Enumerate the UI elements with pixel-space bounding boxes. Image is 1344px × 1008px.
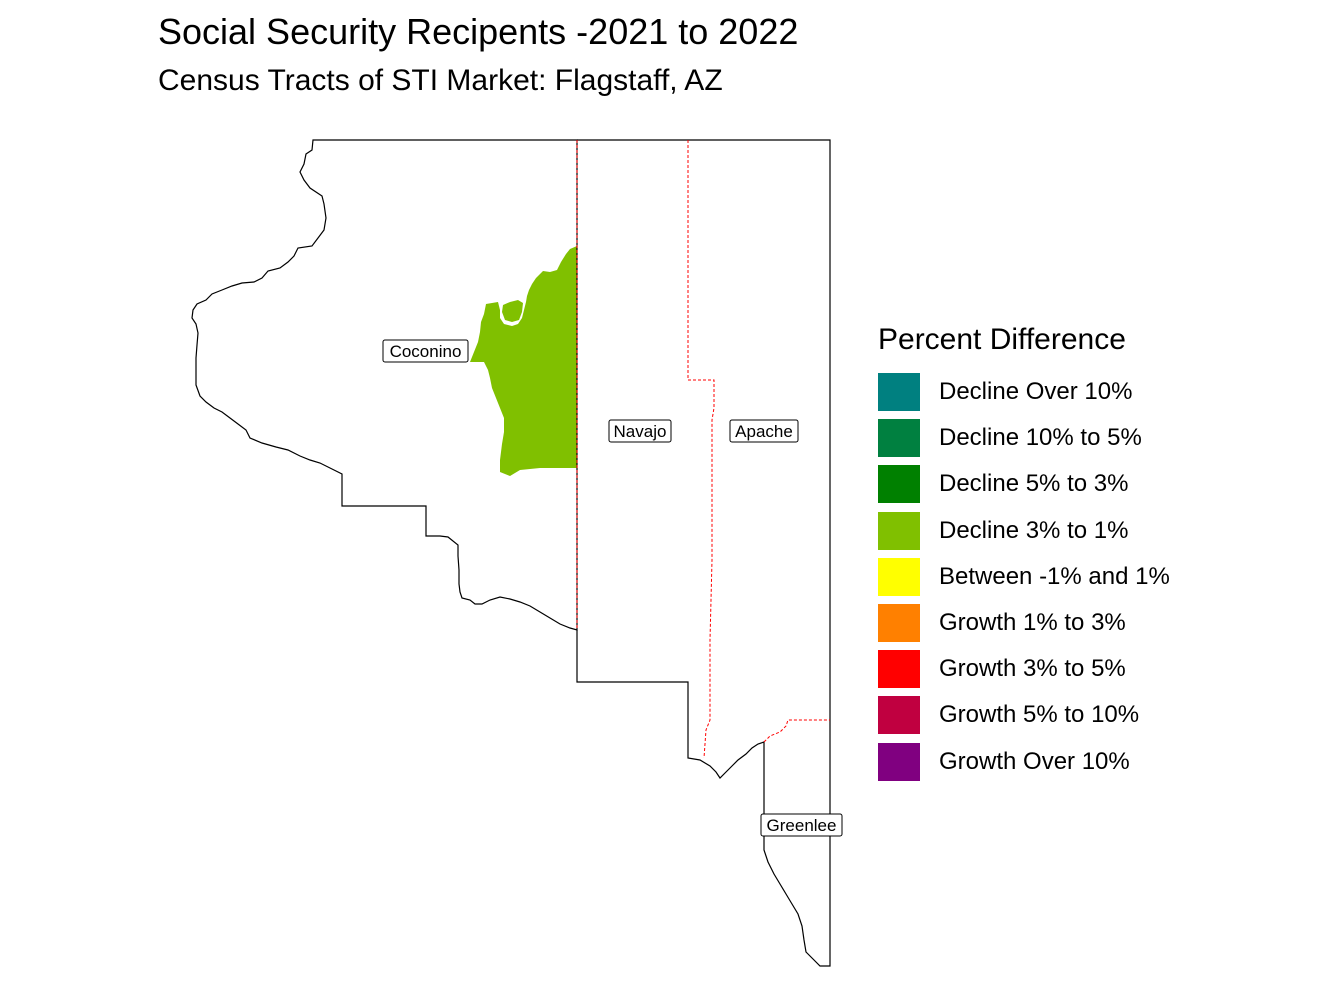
legend-item: Decline 3% to 1% bbox=[878, 508, 1170, 554]
market-boundary-navajo-apache bbox=[687, 140, 715, 759]
county-label-navajo: Navajo bbox=[608, 419, 672, 443]
legend-items: Decline Over 10% Decline 10% to 5% Decli… bbox=[878, 369, 1170, 785]
legend-swatch bbox=[878, 602, 920, 645]
legend-label: Decline 10% to 5% bbox=[939, 424, 1142, 452]
legend-label: Decline 3% to 1% bbox=[939, 516, 1129, 544]
legend-item: Decline 10% to 5% bbox=[878, 415, 1170, 461]
legend-label: Growth 1% to 3% bbox=[939, 609, 1126, 637]
legend-label: Growth 5% to 10% bbox=[939, 701, 1140, 729]
legend-swatch bbox=[878, 371, 920, 414]
legend-swatch bbox=[878, 694, 920, 737]
legend-swatch bbox=[878, 555, 920, 598]
legend-item: Growth 1% to 3% bbox=[878, 600, 1170, 646]
legend: Percent Difference Decline Over 10% Decl… bbox=[878, 320, 1170, 785]
county-label-greenlee: Greenlee bbox=[760, 813, 843, 837]
county-boundary-navajo bbox=[576, 630, 765, 830]
highlighted-tract bbox=[470, 246, 577, 476]
county-boundary-apache bbox=[577, 139, 831, 967]
county-label-navajo-text: Navajo bbox=[614, 422, 667, 441]
legend-item: Growth 3% to 5% bbox=[878, 646, 1170, 692]
legend-item: Growth Over 10% bbox=[878, 739, 1170, 785]
county-boundary-coconino bbox=[191, 139, 578, 631]
county-label-coconino: Coconino bbox=[382, 339, 469, 363]
legend-item: Between -1% and 1% bbox=[878, 554, 1170, 600]
legend-swatch bbox=[878, 740, 920, 783]
county-label-apache: Apache bbox=[729, 419, 799, 443]
legend-label: Growth 3% to 5% bbox=[939, 655, 1126, 683]
legend-swatch bbox=[878, 463, 920, 506]
market-boundary-greenlee bbox=[763, 719, 830, 743]
legend-swatch bbox=[878, 509, 920, 552]
legend-label: Between -1% and 1% bbox=[939, 562, 1170, 590]
legend-title: Percent Difference bbox=[878, 323, 1126, 356]
county-label-apache-text: Apache bbox=[735, 422, 793, 441]
legend-item: Decline 5% to 3% bbox=[878, 461, 1170, 507]
legend-label: Decline 5% to 3% bbox=[939, 470, 1129, 498]
map-title: Social Security Recipents -2021 to 2022 bbox=[158, 11, 799, 52]
legend-label: Decline Over 10% bbox=[939, 378, 1133, 406]
legend-label: Growth Over 10% bbox=[939, 747, 1130, 775]
map-subtitle: Census Tracts of STI Market: Flagstaff, … bbox=[158, 64, 723, 97]
county-label-coconino-text: Coconino bbox=[390, 342, 462, 361]
legend-swatch bbox=[878, 648, 920, 691]
legend-item: Growth 5% to 10% bbox=[878, 692, 1170, 738]
legend-swatch bbox=[878, 417, 920, 460]
legend-item: Decline Over 10% bbox=[878, 369, 1170, 415]
county-label-greenlee-text: Greenlee bbox=[767, 816, 837, 835]
